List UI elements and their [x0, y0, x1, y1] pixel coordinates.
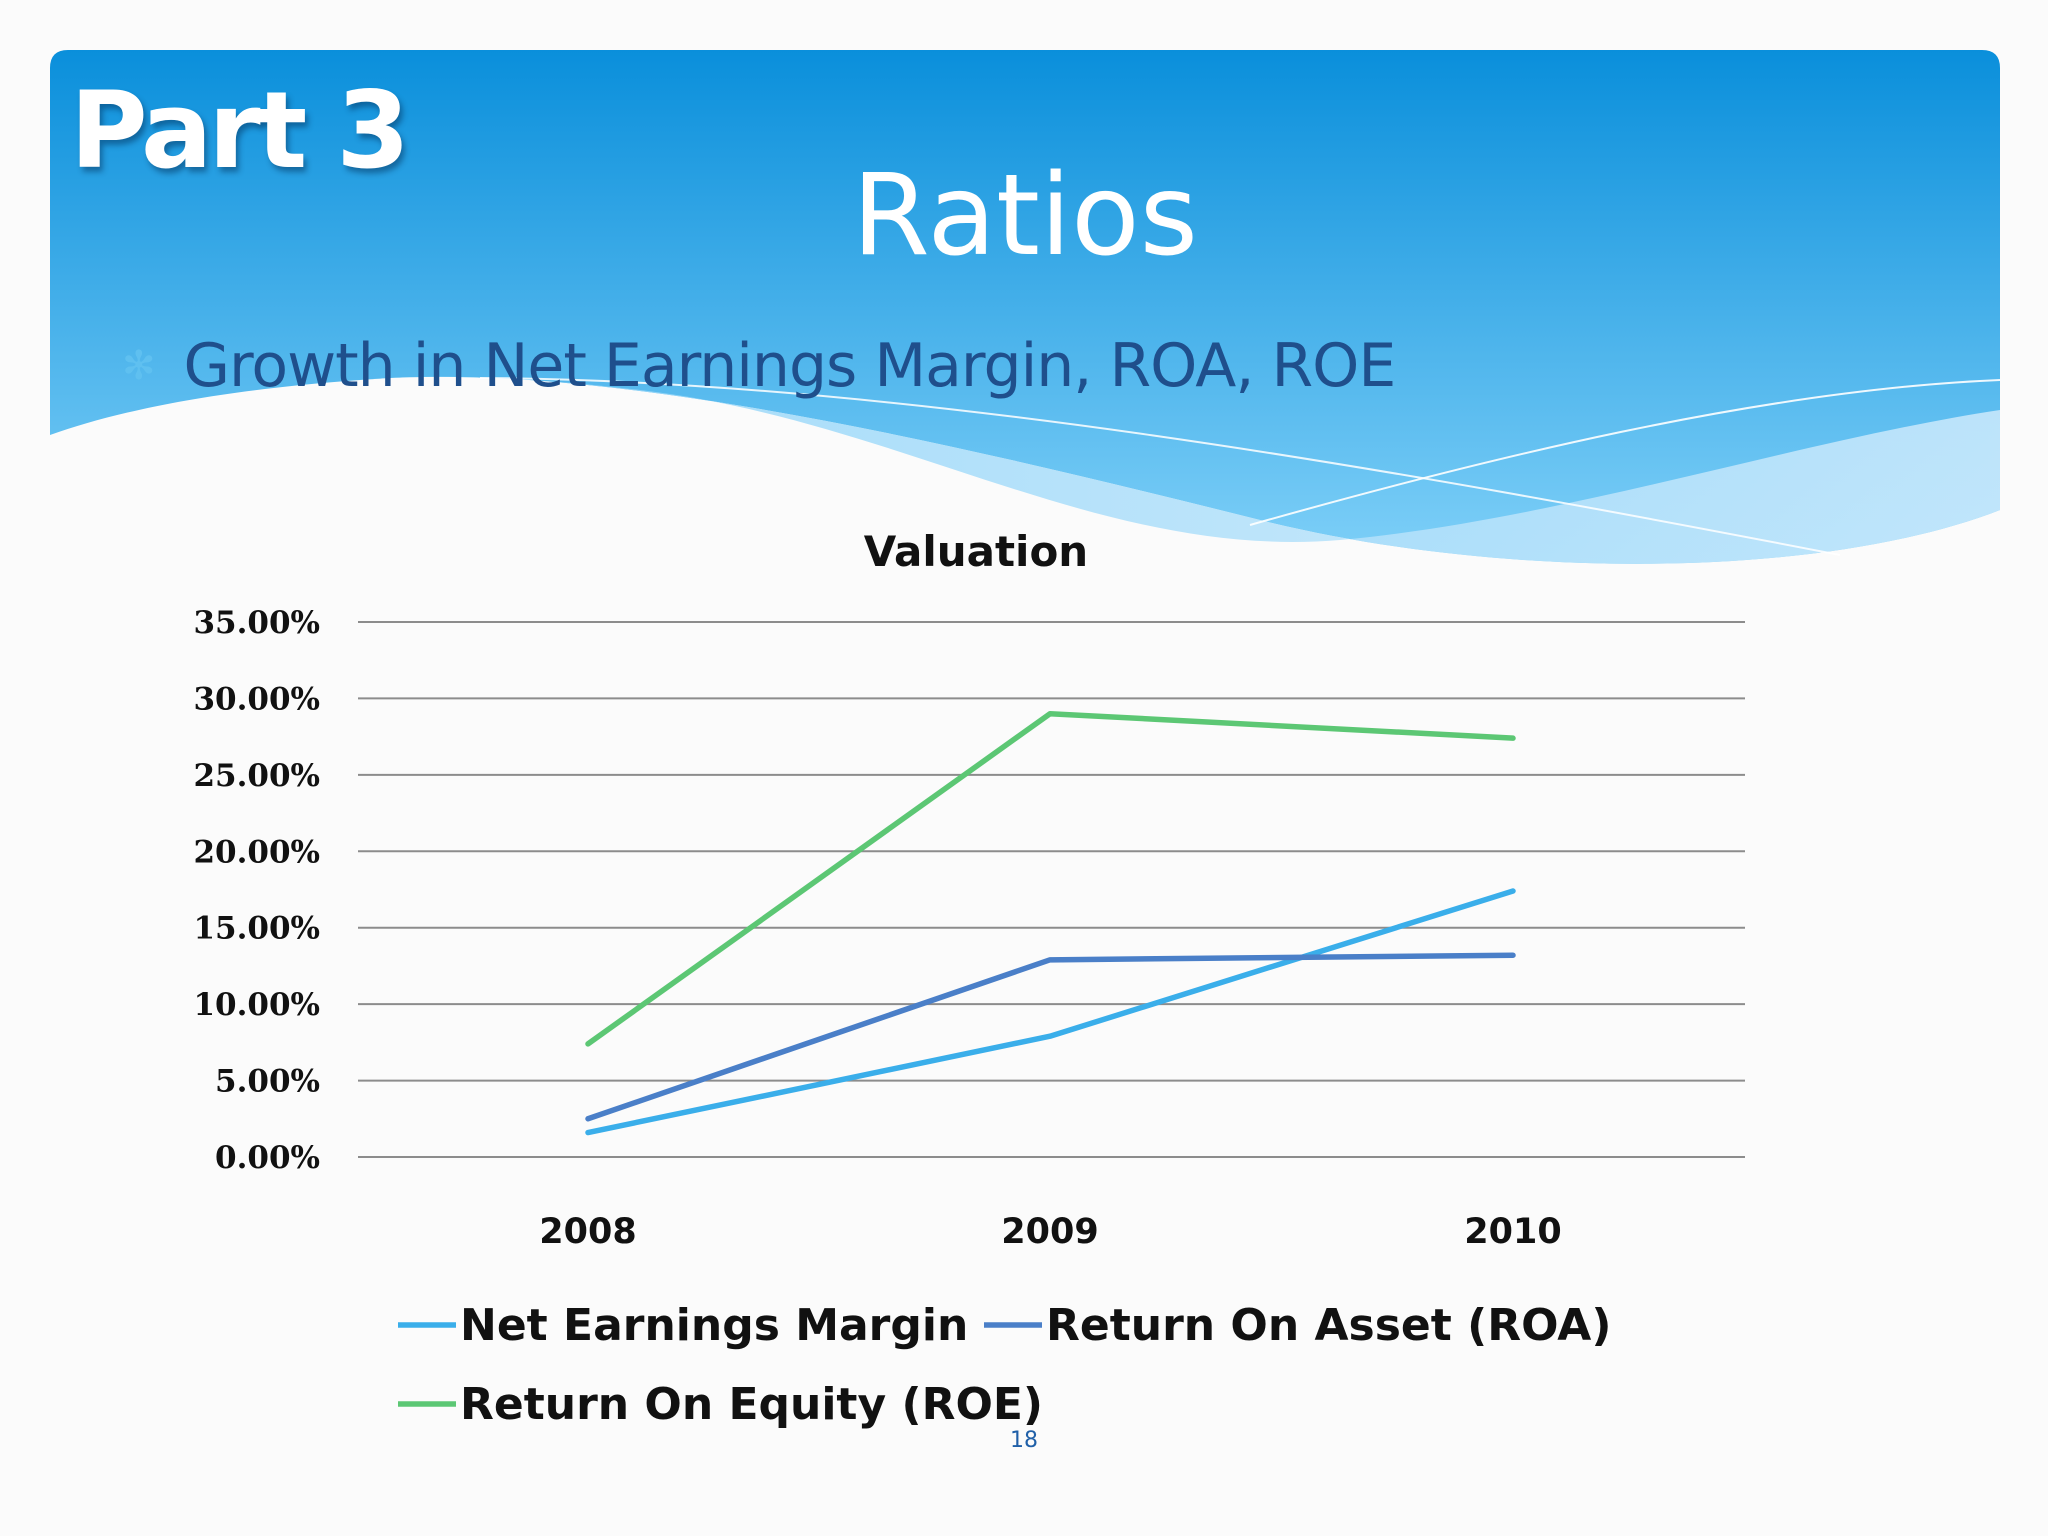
chart-legend: Net Earnings Margin Return On Asset (ROA)… — [398, 1300, 1611, 1430]
page-number: 18 — [1010, 1428, 1038, 1453]
y-tick-label: 25.00% — [193, 758, 320, 794]
x-tick-label: 2009 — [1001, 1212, 1098, 1252]
y-tick-label: 15.00% — [193, 911, 320, 947]
banner-shape — [50, 50, 2000, 564]
y-tick-label: 30.00% — [193, 681, 320, 717]
grid-lines — [358, 621, 1745, 1158]
banner-line-1 — [1249, 379, 2001, 526]
y-tick-label: 10.00% — [193, 987, 320, 1023]
part-label: Part 3 — [70, 69, 410, 192]
series-line-3 — [585, 710, 1516, 1047]
series-line-1 — [585, 888, 1516, 1136]
asterisk-bullet-icon: ✻ — [122, 343, 156, 389]
x-axis-ticks: 2008 2009 2010 — [539, 1212, 1561, 1252]
series-lines — [585, 710, 1516, 1136]
x-tick-label: 2010 — [1464, 1212, 1561, 1252]
y-axis-ticks: 0.00% 5.00% 10.00% 15.00% 20.00% 25.00% 30.00%… — [193, 605, 320, 1176]
legend-label: Return On Equity (ROE) — [460, 1379, 1043, 1430]
banner-line-2 — [479, 377, 1841, 556]
bullet-text: Growth in Net Earnings Margin, ROA, ROE — [183, 331, 1397, 401]
y-tick-label: 35.00% — [193, 605, 320, 641]
legend-label: Return On Asset (ROA) — [1046, 1300, 1611, 1351]
x-tick-label: 2008 — [539, 1212, 636, 1252]
banner-wave — [360, 376, 2000, 564]
y-tick-label: 0.00% — [215, 1140, 320, 1176]
y-tick-label: 5.00% — [215, 1064, 320, 1100]
legend-label: Net Earnings Margin — [460, 1300, 968, 1351]
slide-title: Ratios — [852, 151, 1198, 281]
bullet-item: ✻ Growth in Net Earnings Margin, ROA, RO… — [122, 331, 1397, 401]
series-line-2 — [585, 952, 1516, 1122]
y-tick-label: 20.00% — [193, 834, 320, 870]
chart-title: Valuation — [864, 527, 1088, 576]
